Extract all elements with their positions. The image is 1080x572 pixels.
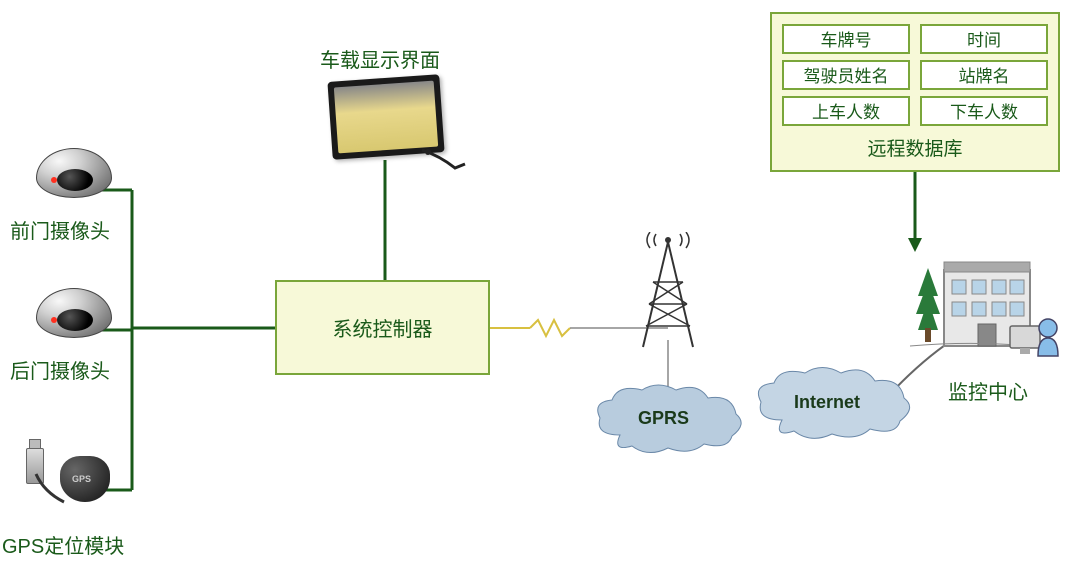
front-camera-icon	[36, 148, 112, 208]
db-field-label: 时间	[967, 26, 1001, 51]
radio-tower-icon	[628, 232, 708, 352]
db-field-label: 车牌号	[821, 26, 872, 51]
display-label: 车载显示界面	[320, 44, 440, 73]
db-field: 上车人数	[782, 96, 910, 126]
db-field: 驾驶员姓名	[782, 60, 910, 90]
remote-db-box: 车牌号 时间 驾驶员姓名 站牌名 上车人数 下车人数 远程数据库	[770, 12, 1060, 172]
monitor-center-label: 监控中心	[948, 376, 1028, 405]
display-monitor-icon	[330, 78, 450, 168]
gps-module-icon: GPS	[24, 448, 114, 518]
gprs-label: GPRS	[638, 408, 689, 429]
internet-label: Internet	[794, 392, 860, 413]
db-field: 车牌号	[782, 24, 910, 54]
db-field: 时间	[920, 24, 1048, 54]
db-field-label: 下车人数	[950, 98, 1018, 123]
system-controller-box: 系统控制器	[275, 280, 490, 375]
gps-module-label: GPS定位模块	[2, 530, 124, 559]
rear-camera-label: 后门摄像头	[10, 355, 110, 384]
internet-cloud: Internet	[750, 362, 920, 447]
gprs-cloud: GPRS	[590, 380, 750, 460]
remote-db-title: 远程数据库	[867, 134, 962, 161]
db-field: 下车人数	[920, 96, 1048, 126]
db-field-label: 上车人数	[812, 98, 880, 123]
monitor-center-icon	[900, 240, 1060, 380]
db-field: 站牌名	[920, 60, 1048, 90]
rear-camera-icon	[36, 288, 112, 348]
system-controller-label: 系统控制器	[333, 313, 433, 342]
db-field-label: 驾驶员姓名	[804, 62, 889, 87]
front-camera-label: 前门摄像头	[10, 215, 110, 244]
db-field-label: 站牌名	[959, 62, 1010, 87]
